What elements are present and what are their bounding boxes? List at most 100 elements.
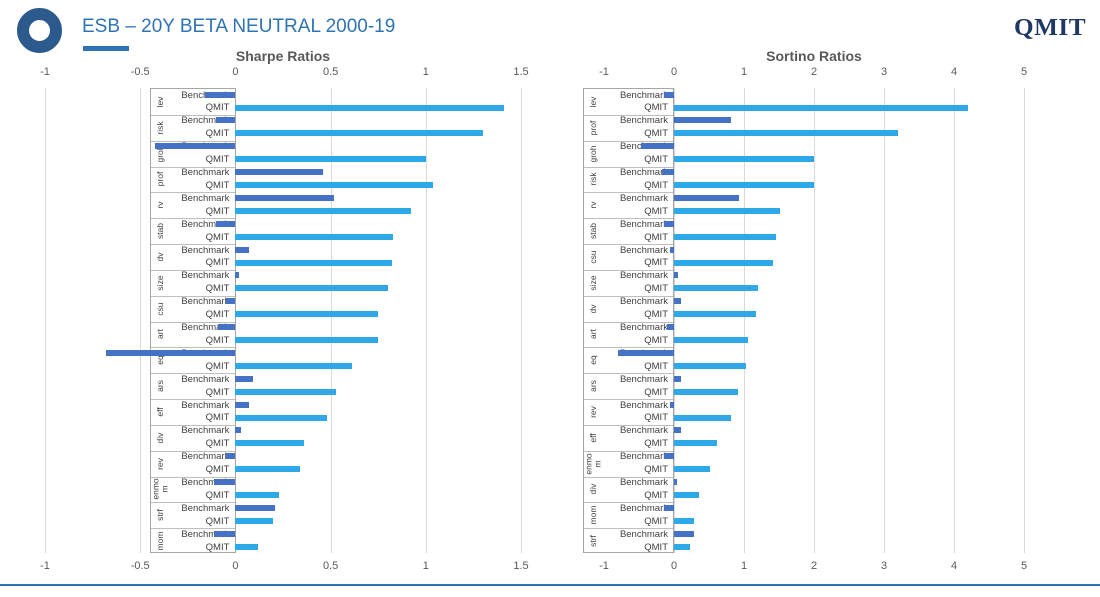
category-label-text: strf: [587, 535, 598, 547]
bar-benchmark-enmom: [214, 479, 236, 486]
series-label-qmit: QMIT: [644, 231, 668, 243]
x-tick-sharpe-top: 0: [232, 66, 239, 78]
bar-qmit-div: [235, 440, 304, 447]
series-label-benchmark: Benchmark: [619, 425, 668, 437]
series-label-qmit: QMIT: [205, 515, 230, 527]
x-tick-sortino-top: 1: [740, 66, 748, 78]
category-label-mom: mom: [152, 528, 167, 554]
bar-qmit-rev: [674, 414, 732, 421]
bar-benchmark-rv: [235, 194, 335, 201]
x-tick-sortino-top: 2: [810, 66, 818, 78]
bar-benchmark-eq: [618, 349, 674, 356]
series-label-qmit: QMIT: [644, 205, 668, 217]
group-separator: [584, 114, 673, 116]
series-label-qmit: QMIT: [205, 231, 230, 243]
bar-benchmark-eq: [105, 349, 236, 356]
series-label-qmit: QMIT: [205, 489, 230, 501]
series-label-qmit: QMIT: [205, 438, 230, 450]
category-label-text: rv: [154, 201, 165, 209]
bar-qmit-mom: [674, 517, 695, 524]
x-tick-sortino-bottom: 4: [950, 560, 958, 572]
group-separator: [584, 399, 673, 400]
x-tick-sortino-bottom: 1: [740, 560, 748, 572]
category-label-text: eq: [587, 355, 598, 365]
group-separator: [151, 295, 235, 297]
category-label-text: lev: [154, 96, 165, 108]
series-label-benchmark: Benchmark: [619, 270, 668, 282]
category-label-enmom: enmom: [150, 477, 169, 503]
bar-benchmark-size: [235, 272, 240, 279]
category-label-text: csu: [587, 250, 598, 264]
series-label-qmit: QMIT: [205, 205, 230, 217]
category-label-lev: lev: [152, 89, 167, 115]
bar-benchmark-dv: [674, 298, 681, 305]
category-label-text: stab: [587, 223, 598, 240]
series-label-qmit: QMIT: [644, 154, 668, 166]
category-label-size: size: [152, 270, 167, 296]
group-separator: [151, 528, 235, 530]
group-separator: [584, 140, 673, 142]
group-separator: [151, 399, 235, 400]
series-label-benchmark: Benchmark: [181, 115, 230, 127]
series-label-qmit: QMIT: [205, 464, 230, 476]
category-label-rv: rv: [152, 192, 167, 218]
chart-title-sortino: Sortino Ratios: [766, 48, 862, 64]
x-tick-sortino-top: 5: [1020, 66, 1028, 78]
series-label-benchmark: Benchmark: [619, 115, 668, 127]
series-label-qmit: QMIT: [644, 309, 668, 321]
bar-benchmark-prof: [674, 117, 731, 124]
x-tick-sortino-bottom: 5: [1020, 560, 1028, 572]
bar-qmit-stab: [235, 233, 394, 240]
bar-qmit-rv: [674, 207, 781, 214]
group-separator: [151, 269, 235, 271]
series-label-qmit: QMIT: [205, 360, 230, 372]
x-tick-sharpe-top: 1.5: [513, 66, 529, 78]
series-label-qmit: QMIT: [644, 438, 668, 450]
category-label-text: div: [154, 432, 165, 444]
series-label-qmit: QMIT: [644, 102, 668, 114]
category-label-prof: prof: [152, 167, 167, 193]
group-separator: [584, 502, 673, 504]
bar-qmit-eq: [235, 362, 352, 369]
series-label-qmit: QMIT: [644, 386, 668, 398]
category-label-text: risk: [587, 172, 598, 187]
series-label-qmit: QMIT: [205, 283, 230, 295]
bar-benchmark-ars: [674, 375, 681, 382]
category-label-text: art: [587, 329, 598, 340]
x-tick-sortino-top: -1: [599, 66, 609, 78]
bar-benchmark-prof: [235, 169, 323, 176]
group-separator: [151, 114, 235, 116]
category-label-text: art: [154, 329, 165, 340]
category-label-box-sortino: lev prof groh risk rv stab csu size dv art eq ars re…: [583, 88, 674, 553]
x-tick-sharpe-bottom: 1.5: [513, 560, 529, 572]
series-label-benchmark: Benchmark: [619, 399, 668, 411]
bar-qmit-size: [235, 285, 388, 292]
bar-benchmark-rv: [674, 194, 740, 201]
series-label-qmit: QMIT: [205, 334, 230, 346]
bar-qmit-stab: [674, 233, 777, 240]
bar-benchmark-div: [674, 479, 677, 486]
bar-qmit-lev: [674, 104, 968, 111]
category-label-text: eff: [154, 407, 165, 417]
category-label-text: enmom: [150, 478, 169, 501]
category-label-text: mom: [154, 531, 165, 551]
category-label-csu: csu: [152, 296, 167, 322]
series-label-benchmark: Benchmark: [619, 89, 668, 101]
category-label-size: size: [585, 270, 600, 296]
group-separator: [584, 373, 673, 375]
bar-benchmark-eff: [235, 401, 249, 408]
series-label-qmit: QMIT: [644, 334, 668, 346]
gridline: [330, 88, 332, 553]
bar-qmit-art: [674, 337, 748, 344]
series-label-benchmark: Benchmark: [619, 502, 668, 514]
series-label-benchmark: Benchmark: [181, 218, 230, 230]
category-label-text: dv: [587, 304, 598, 314]
bar-qmit-strf: [235, 517, 274, 524]
category-label-rev: rev: [152, 451, 167, 477]
bar-qmit-risk: [235, 130, 483, 137]
series-label-benchmark: Benchmark: [181, 192, 230, 204]
category-label-art: art: [152, 322, 167, 348]
series-label-benchmark: Benchmark: [181, 167, 230, 178]
bar-qmit-size: [674, 285, 758, 292]
